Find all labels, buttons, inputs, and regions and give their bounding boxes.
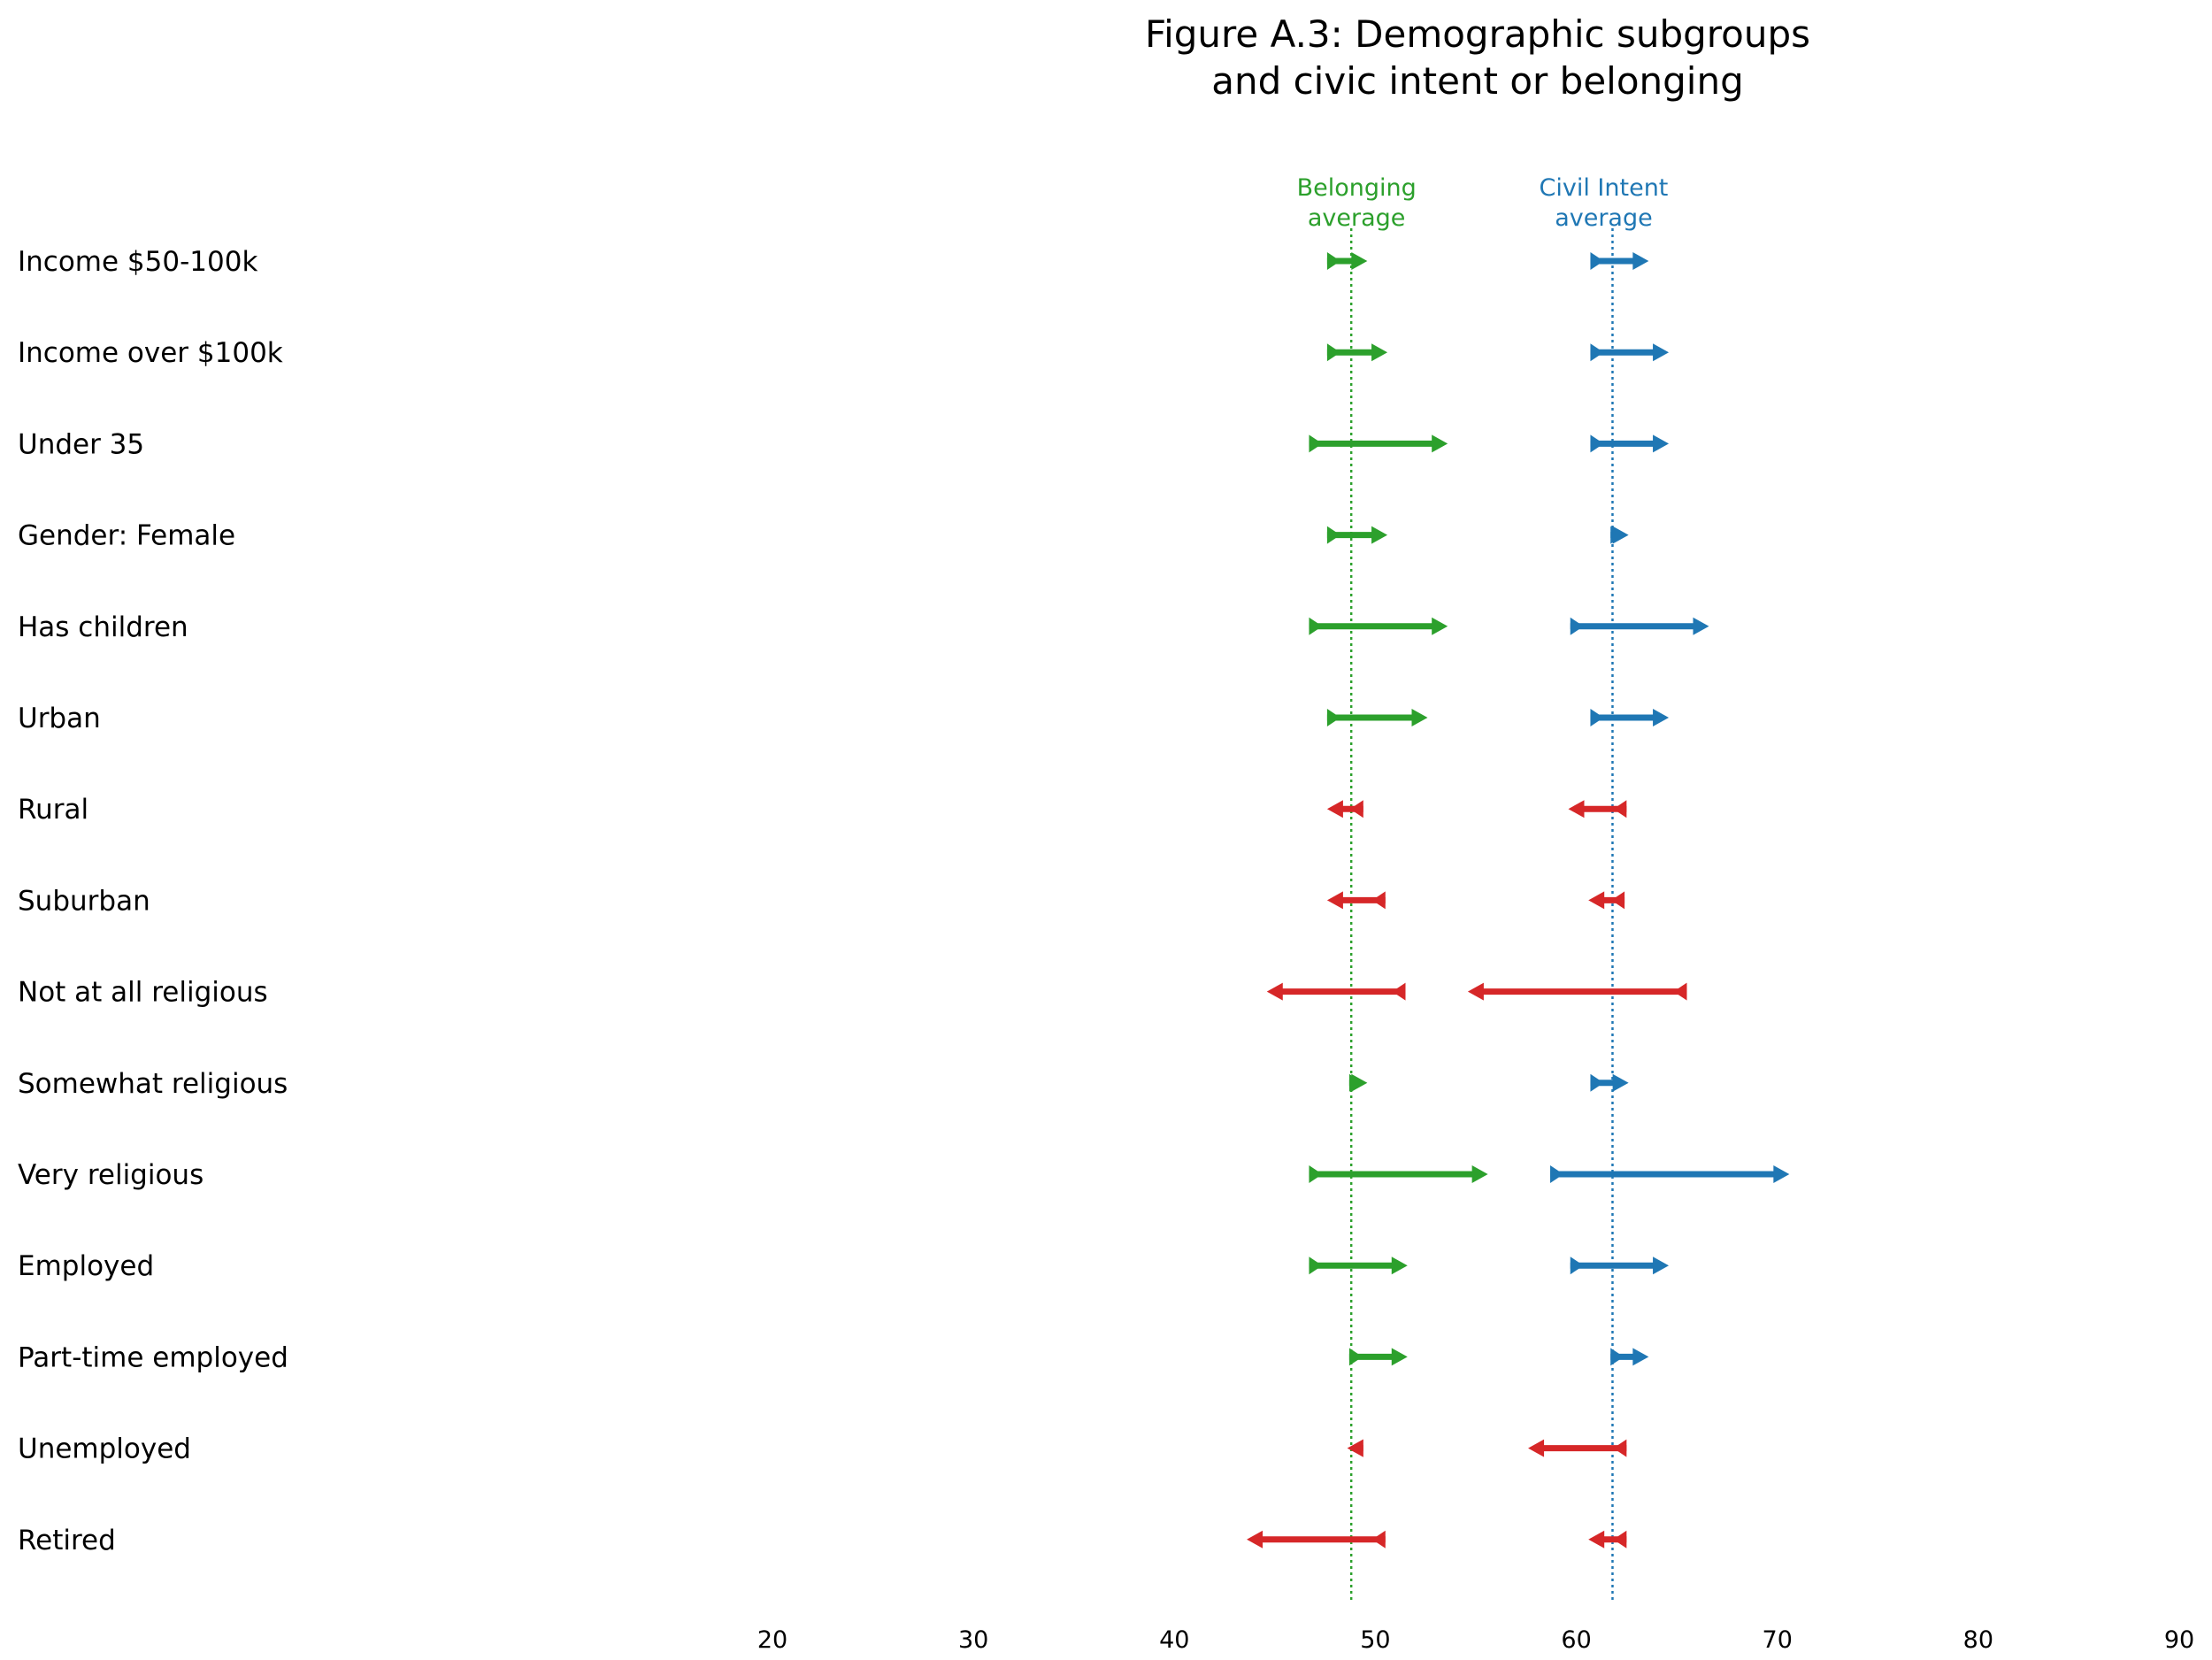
arrow-marks (1247, 252, 1790, 1549)
category-label-13: Unemployed (18, 1433, 191, 1465)
arrow-civic-8 (1467, 982, 1687, 1001)
category-label-6: Rural (18, 794, 88, 826)
arrow-belonging-3 (1326, 526, 1388, 544)
x-axis-ticks: 20 30 40 50 60 70 80 90 (757, 1626, 2194, 1654)
arrow-belonging-0 (1326, 252, 1368, 270)
x-tick-label-1: 30 (958, 1626, 988, 1654)
x-tick-label-2: 40 (1159, 1626, 1189, 1654)
arrow-civic-3 (1610, 526, 1629, 544)
category-label-8: Not at all religious (18, 977, 268, 1009)
category-label-7: Suburban (18, 885, 150, 917)
arrow-belonging-14 (1247, 1530, 1386, 1549)
arrow-belonging-9 (1348, 1073, 1368, 1092)
arrow-civic-11 (1570, 1257, 1670, 1275)
arrow-civic-0 (1590, 252, 1649, 270)
arrow-civic-4 (1570, 617, 1709, 635)
average-label-0-line-1: average (1308, 204, 1406, 232)
average-label-1-line-1: average (1555, 204, 1653, 232)
x-tick-label-3: 50 (1360, 1626, 1390, 1654)
arrow-belonging-1 (1326, 343, 1388, 362)
category-label-2: Under 35 (18, 428, 144, 460)
category-label-3: Gender: Female (18, 520, 235, 552)
arrow-belonging-6 (1326, 800, 1363, 818)
arrow-civic-5 (1590, 709, 1670, 726)
arrow-civic-7 (1588, 891, 1625, 910)
arrow-belonging-4 (1309, 617, 1448, 635)
arrow-civic-13 (1528, 1439, 1627, 1457)
category-label-1: Income over $100k (18, 337, 283, 369)
arrow-civic-14 (1588, 1530, 1627, 1549)
category-label-10: Very religious (18, 1159, 204, 1191)
category-label-5: Urban (18, 703, 101, 734)
x-tick-label-6: 80 (1963, 1626, 1993, 1654)
category-label-4: Has children (18, 611, 188, 643)
category-label-14: Retired (18, 1525, 116, 1556)
x-tick-label-0: 20 (757, 1626, 787, 1654)
arrow-civic-10 (1550, 1165, 1790, 1183)
arrow-civic-6 (1568, 800, 1627, 818)
x-tick-label-5: 70 (1763, 1626, 1793, 1654)
category-label-9: Somewhat religious (18, 1068, 288, 1100)
arrow-belonging-10 (1309, 1165, 1488, 1183)
arrow-belonging-12 (1348, 1348, 1408, 1366)
chart-title-line-2: and civic intent or belonging (1211, 59, 1744, 103)
category-label-12: Part-time employed (18, 1341, 288, 1373)
arrow-civic-12 (1610, 1348, 1649, 1366)
chart-title-line-1: Figure A.3: Demographic subgroups (1145, 12, 1810, 56)
category-labels: Income $50-100k Income over $100k Under 35… (18, 246, 288, 1556)
arrow-civic-9 (1590, 1073, 1629, 1092)
arrow-belonging-11 (1309, 1257, 1408, 1275)
average-label-1-line-0: Civil Intent (1540, 174, 1669, 202)
category-label-0: Income $50-100k (18, 246, 257, 278)
arrow-belonging-8 (1266, 982, 1406, 1001)
category-label-11: Employed (18, 1250, 154, 1282)
arrow-belonging-2 (1309, 434, 1448, 453)
average-label-0-line-0: Belonging (1297, 174, 1417, 202)
arrow-civic-2 (1590, 434, 1670, 453)
arrow-belonging-5 (1326, 709, 1428, 726)
arrow-belonging-13 (1347, 1439, 1363, 1457)
arrow-belonging-7 (1326, 891, 1386, 910)
arrow-civic-1 (1590, 343, 1670, 362)
x-tick-label-7: 90 (2164, 1626, 2194, 1654)
x-tick-label-4: 60 (1561, 1626, 1591, 1654)
